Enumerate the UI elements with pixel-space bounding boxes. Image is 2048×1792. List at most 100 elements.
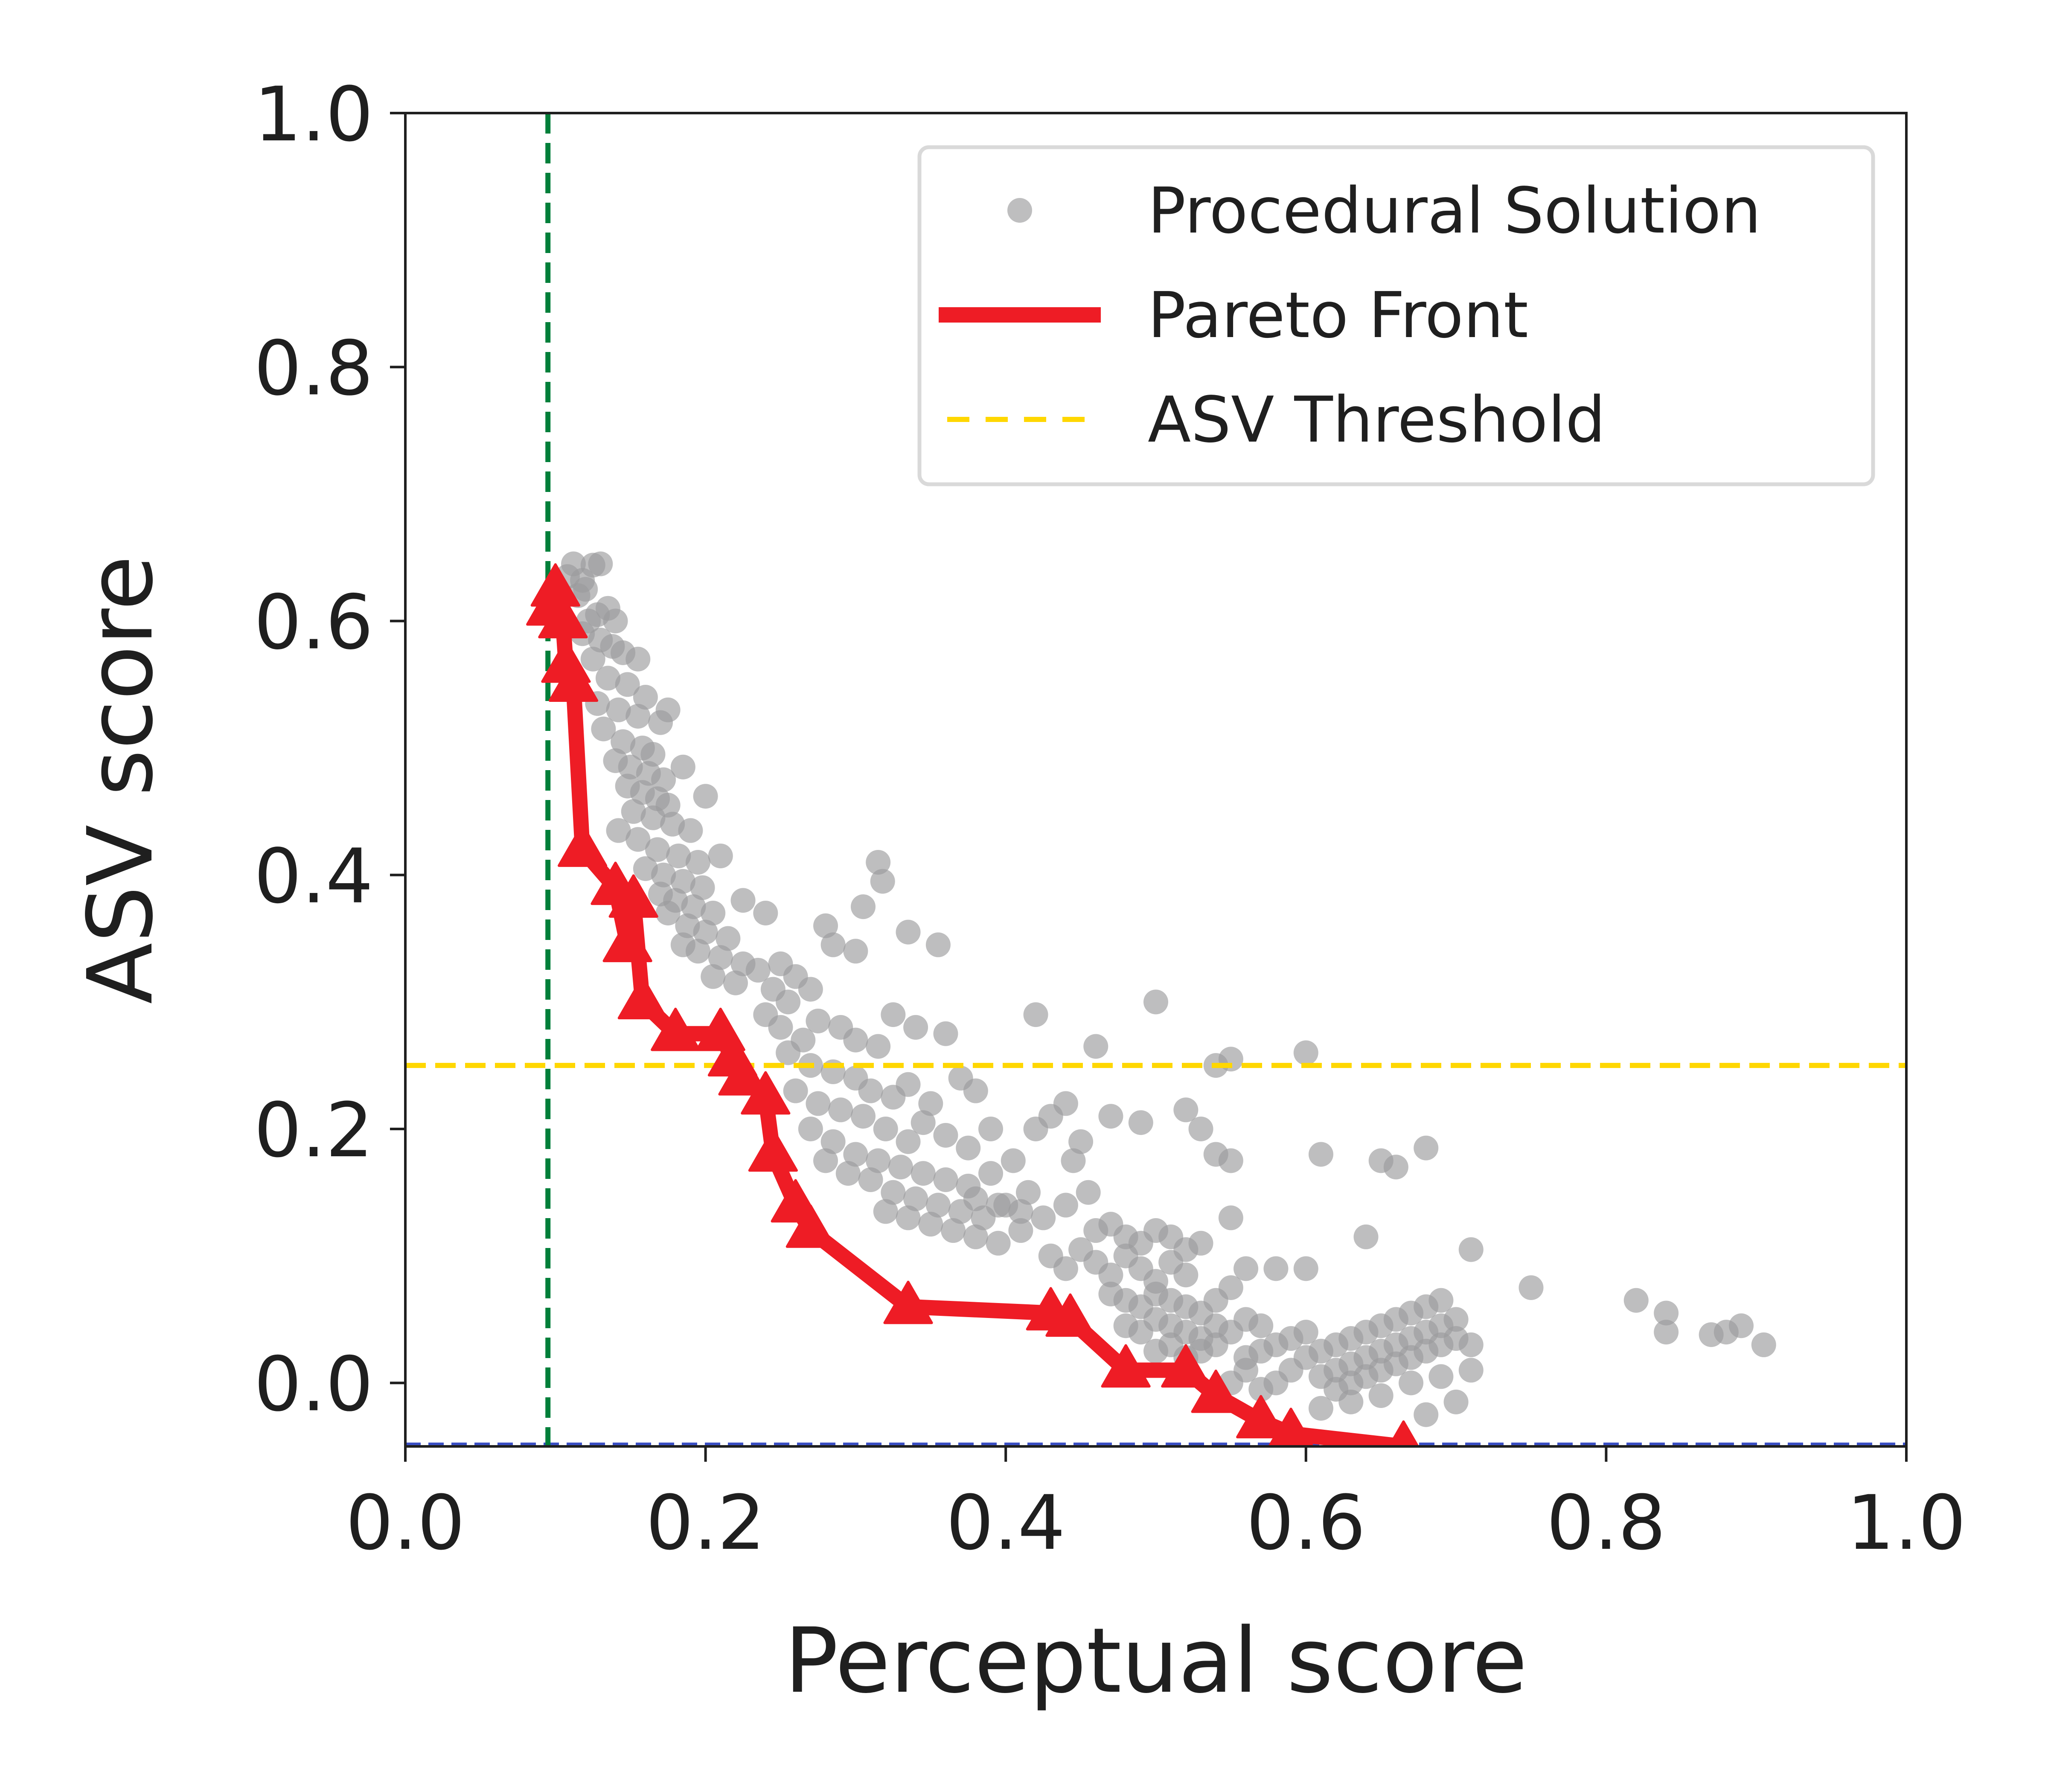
scatter-point: [858, 1167, 883, 1192]
scatter-point: [651, 862, 676, 887]
x-tick-label: 0.6: [1246, 1479, 1366, 1567]
scatter-point: [835, 1161, 861, 1186]
pareto-front: [526, 563, 1420, 1446]
scatter-point: [645, 837, 670, 862]
pareto-marker: [1045, 1293, 1095, 1337]
scatter-point: [655, 697, 681, 722]
scatter-point: [1248, 1313, 1274, 1338]
scatter-point: [873, 1199, 898, 1224]
legend-label: Procedural Solution: [1148, 174, 1761, 247]
pareto-marker: [602, 919, 652, 963]
scatter-point: [723, 970, 748, 995]
scatter-point: [1248, 1377, 1274, 1402]
scatter-point: [813, 1148, 838, 1173]
scatter-point: [615, 672, 640, 697]
x-tick-label: 0.0: [346, 1479, 465, 1567]
scatter-point: [1233, 1358, 1259, 1383]
x-axis-label: Perceptual score: [784, 1609, 1527, 1713]
legend: Procedural Solution Pareto Front ASV Thres…: [917, 145, 1875, 486]
scatter-point: [580, 646, 605, 672]
scatter-point: [655, 901, 681, 925]
scatter-point: [701, 964, 726, 989]
y-tick-label: 0.4: [254, 833, 373, 920]
scatter-point: [603, 608, 628, 634]
scatter-point: [625, 646, 651, 672]
pareto-marker: [651, 1007, 701, 1051]
scatter-point: [1308, 1396, 1333, 1421]
scatter-point: [1218, 1275, 1243, 1300]
legend-label: Pareto Front: [1148, 279, 1528, 352]
scatter-point: [595, 666, 620, 691]
scatter-point: [850, 1104, 876, 1129]
scatter-point: [768, 1015, 793, 1040]
scatter-point: [828, 1097, 853, 1123]
scatter-point: [1623, 1288, 1649, 1313]
scatter-point: [690, 875, 715, 900]
scatter-point: [956, 1135, 981, 1161]
scatter-point: [963, 1078, 988, 1103]
scatter-point: [670, 869, 695, 894]
scatter-point: [1008, 1199, 1033, 1224]
scatter-point: [881, 1180, 906, 1205]
scatter-point: [588, 551, 613, 576]
scatter-point: [678, 818, 703, 843]
scatter-point: [850, 894, 876, 919]
scatter-point: [1751, 1332, 1776, 1357]
y-tick-label: 0.8: [254, 325, 373, 412]
scatter-point: [806, 1008, 831, 1033]
scatter-point: [1053, 1256, 1078, 1281]
scatter-point: [918, 1091, 943, 1116]
scatter-point: [911, 1110, 936, 1135]
y-tick-label: 0.0: [254, 1341, 373, 1428]
scatter-point: [1068, 1129, 1094, 1154]
scatter-point: [1143, 989, 1168, 1015]
scatter-point: [888, 1155, 913, 1180]
scatter-point: [933, 1123, 958, 1148]
scatter-point: [1278, 1358, 1303, 1383]
pareto-marker: [558, 823, 608, 867]
scatter-point: [925, 1193, 951, 1218]
scatter-point: [1519, 1275, 1544, 1300]
reference-lines: [405, 113, 1906, 1446]
scatter-point: [686, 939, 711, 964]
scatter-point: [686, 849, 711, 875]
scatter-point: [978, 1161, 1004, 1186]
scatter-point: [1173, 1263, 1199, 1288]
y-tick-label: 0.2: [254, 1087, 373, 1174]
scatter-point: [693, 784, 718, 809]
scatter-point: [1654, 1320, 1679, 1345]
scatter-point: [670, 754, 695, 780]
scatter-point: [1053, 1091, 1078, 1116]
scatter-point: [1218, 1205, 1243, 1231]
scatter-point: [798, 977, 823, 1002]
pareto-marker: [530, 563, 580, 607]
scatter-point: [681, 894, 706, 919]
scatter-point: [640, 742, 666, 767]
scatter-point: [806, 1091, 831, 1116]
pareto-marker: [538, 595, 588, 639]
pareto-marker: [1191, 1369, 1241, 1413]
scatter-point: [611, 729, 636, 754]
scatter-point: [978, 1116, 1004, 1141]
scatter-point: [843, 1027, 868, 1053]
x-tick-label: 0.2: [646, 1479, 765, 1567]
pareto-marker: [1236, 1395, 1286, 1439]
scatter-point: [933, 1167, 958, 1192]
y-tick-label: 1.0: [254, 71, 373, 158]
scatter-point: [986, 1231, 1011, 1256]
pareto-marker: [1101, 1344, 1151, 1388]
scatter-point: [606, 818, 631, 843]
pareto-marker: [548, 658, 599, 702]
pareto-marker: [883, 1280, 933, 1324]
scatter-point: [1654, 1300, 1679, 1326]
scatter-point: [1076, 1180, 1101, 1205]
scatter-point: [1383, 1155, 1408, 1180]
scatter-point: [963, 1186, 988, 1211]
scatter-point: [1061, 1148, 1086, 1173]
scatter-point: [1414, 1135, 1439, 1161]
scatter-point: [918, 1212, 943, 1237]
scatter-point: [1188, 1231, 1213, 1256]
scatter-point: [820, 932, 846, 957]
scatter-point: [820, 1129, 846, 1154]
scatter-point: [896, 919, 921, 945]
